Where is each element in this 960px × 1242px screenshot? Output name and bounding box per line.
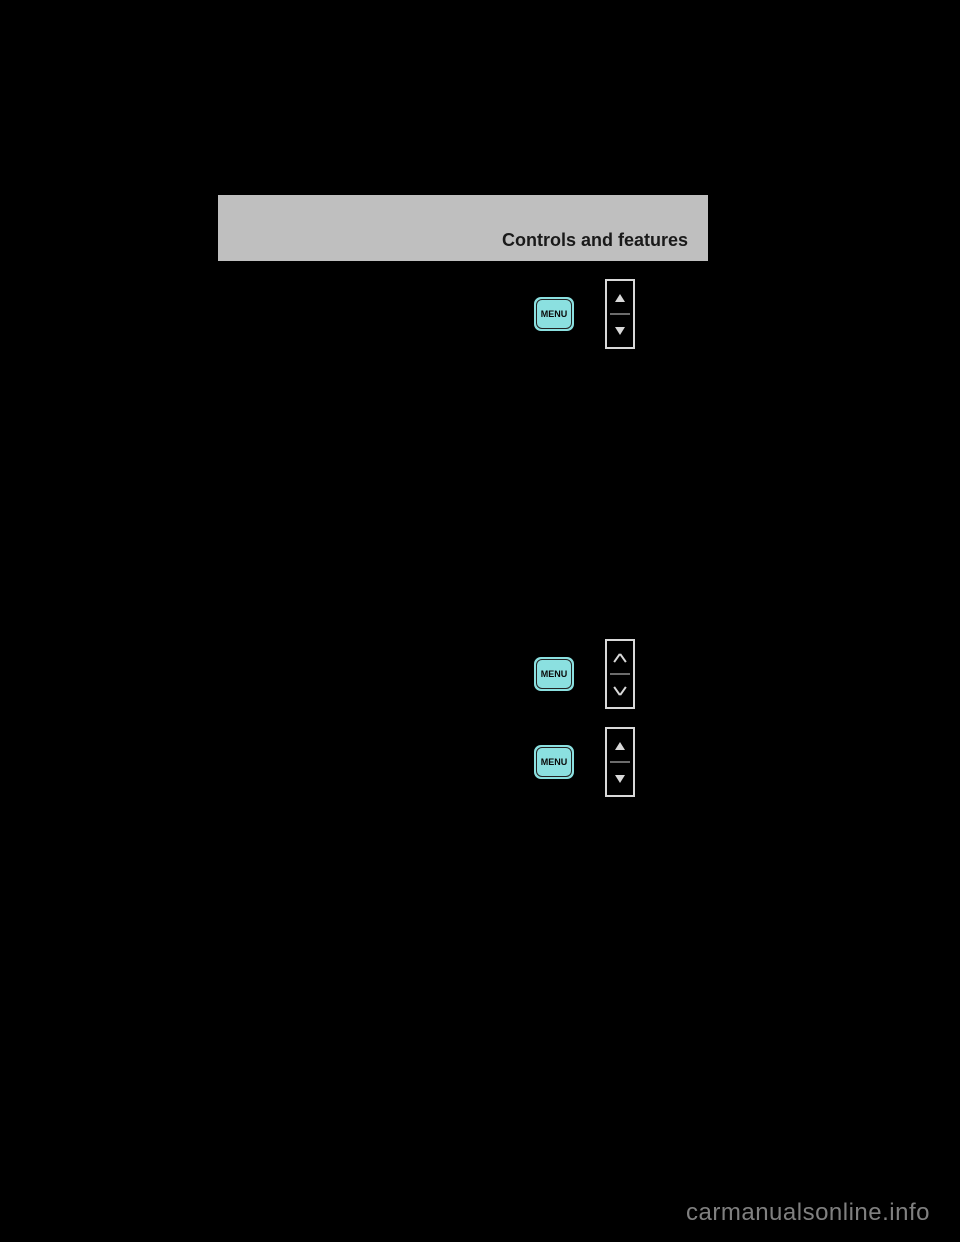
- triangle-down-icon: [615, 775, 625, 783]
- menu-button-label: MENU: [541, 309, 568, 319]
- seek-divider: [610, 762, 630, 763]
- seek-up[interactable]: [607, 281, 633, 314]
- watermark: carmanualsonline.info: [686, 1199, 930, 1227]
- seek-up[interactable]: [607, 729, 633, 762]
- header-band: Controls and features: [218, 195, 708, 261]
- menu-seek-group-1: MENU: [533, 279, 635, 349]
- menu-button[interactable]: MENU: [533, 656, 575, 692]
- section-title: Controls and features: [502, 230, 688, 251]
- menu-button-label: MENU: [541, 669, 568, 679]
- triangle-up-icon: [615, 294, 625, 302]
- seek-divider: [610, 314, 630, 315]
- seek-up[interactable]: [607, 641, 633, 674]
- seek-rocker[interactable]: [605, 639, 635, 709]
- menu-button[interactable]: MENU: [533, 744, 575, 780]
- menu-button[interactable]: MENU: [533, 296, 575, 332]
- menu-button-label: MENU: [541, 757, 568, 767]
- seek-down[interactable]: [607, 762, 633, 795]
- seek-down[interactable]: [607, 674, 633, 707]
- triangle-down-icon: [615, 327, 625, 335]
- chevron-down-icon: [614, 687, 626, 695]
- page-container: Controls and features MENU MENU: [218, 195, 708, 261]
- chevron-up-icon: [614, 654, 626, 662]
- triangle-up-icon: [615, 742, 625, 750]
- seek-rocker[interactable]: [605, 727, 635, 797]
- seek-rocker[interactable]: [605, 279, 635, 349]
- menu-seek-group-2: MENU: [533, 639, 635, 709]
- seek-down[interactable]: [607, 314, 633, 347]
- seek-divider: [610, 674, 630, 675]
- menu-seek-group-3: MENU: [533, 727, 635, 797]
